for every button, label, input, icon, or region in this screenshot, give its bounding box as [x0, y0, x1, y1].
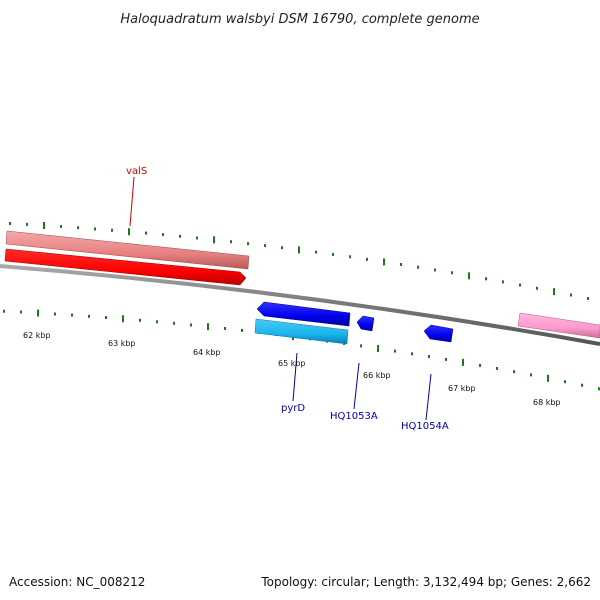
- pyrD-gene-feature[interactable]: [256, 301, 351, 327]
- scale-label: 63 kbp: [108, 339, 136, 348]
- reverse-tick-ring: [3, 309, 600, 391]
- genome-summary-text: Topology: circular; Length: 3,132,494 bp…: [260, 575, 591, 589]
- pyrD-label-leader: [292, 352, 298, 402]
- HQ1053A-label[interactable]: HQ1053A: [330, 411, 378, 422]
- HQ1054A-gene-feature[interactable]: [423, 324, 454, 343]
- genome-backbone: [0, 264, 600, 346]
- scale-label: 65 kbp: [278, 359, 306, 368]
- scale-label: 67 kbp: [448, 384, 476, 393]
- genome-title: Haloquadratum walsbyi DSM 16790, complet…: [120, 12, 479, 27]
- HQ1053A-label-leader: [353, 362, 360, 410]
- pink-feature[interactable]: [517, 312, 600, 339]
- scale-label: 62 kbp: [23, 331, 51, 340]
- pyrD-label[interactable]: pyrD: [281, 403, 305, 414]
- HQ1054A-label[interactable]: HQ1054A: [401, 421, 449, 432]
- accession-text: Accession: NC_008212: [9, 575, 145, 589]
- scale-label: 64 kbp: [193, 348, 221, 357]
- HQ1054A-label-leader: [425, 373, 432, 421]
- HQ1053A-gene-feature[interactable]: [356, 315, 375, 332]
- valS-label[interactable]: valS: [126, 166, 147, 177]
- scale-label: 68 kbp: [533, 398, 561, 407]
- pyrD-cds-feature[interactable]: [254, 318, 349, 345]
- scale-label: 66 kbp: [363, 371, 391, 380]
- valS-cds-feature[interactable]: [5, 230, 250, 270]
- valS-label-leader: [129, 176, 135, 227]
- forward-tick-ring: [9, 222, 589, 300]
- valS-gene-feature[interactable]: [4, 248, 247, 286]
